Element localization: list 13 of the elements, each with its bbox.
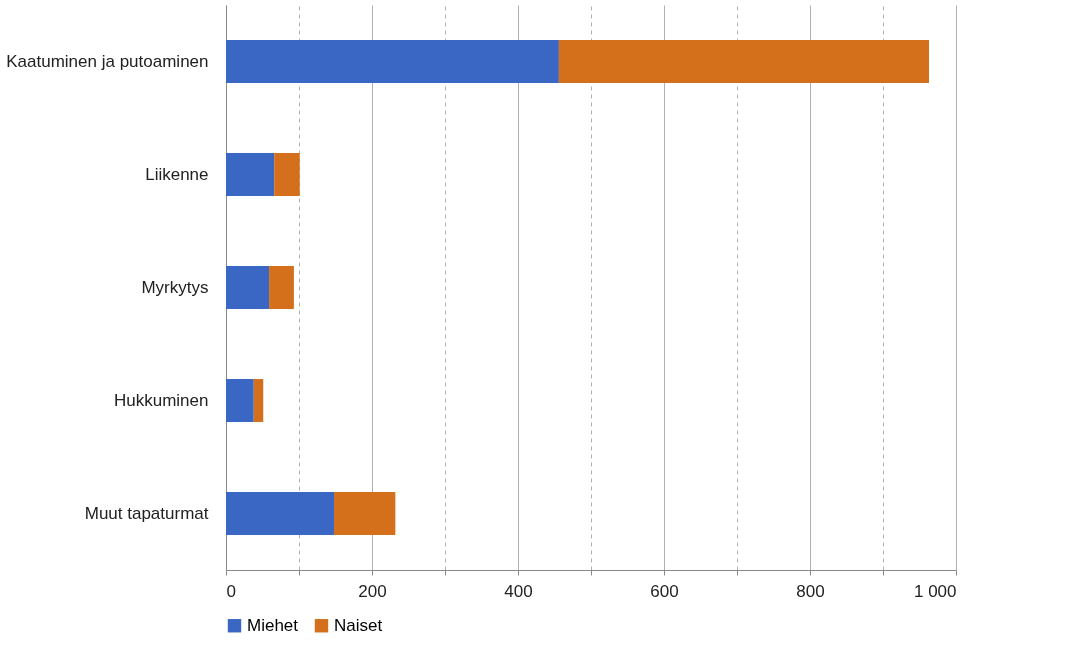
y-tick-label: Muut tapaturmat [84,503,209,523]
x-tick-label: 0 [226,581,236,601]
x-tick-label: 600 [650,581,679,601]
legend-label: Miehet [247,615,299,635]
x-tick-label: 400 [504,581,533,601]
y-tick-label: Hukkuminen [114,390,209,410]
x-tick-label: 200 [358,581,387,601]
legend-label: Naiset [334,615,383,635]
y-tick-label: Myrkytys [141,277,209,297]
x-tick-label: 800 [796,581,825,601]
y-tick-label: Kaatuminen ja putoaminen [6,51,209,71]
x-tick-label: 1 000 [913,581,957,601]
y-tick-label: Liikenne [145,164,209,184]
